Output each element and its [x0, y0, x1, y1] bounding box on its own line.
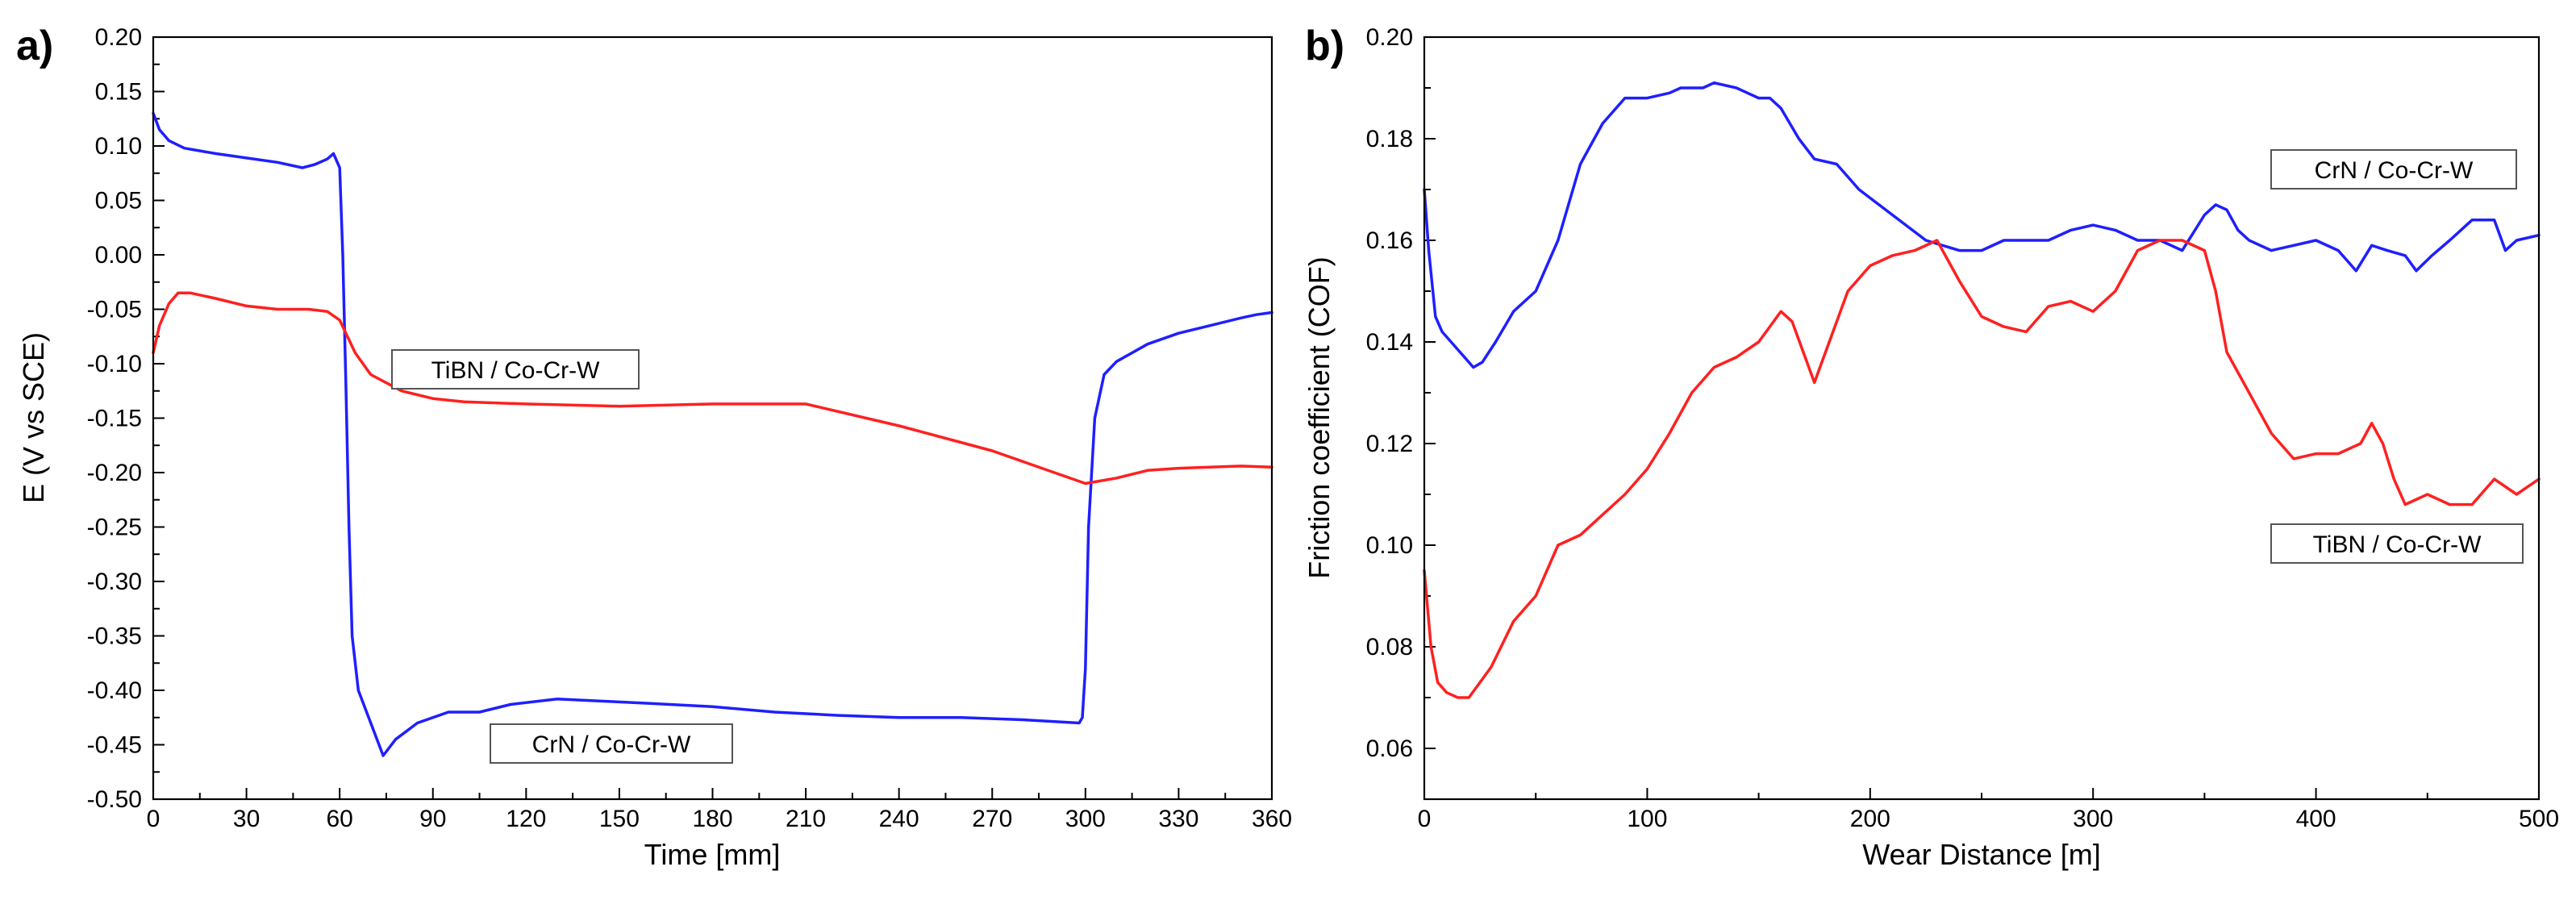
panel-a-annotation-crn: CrN / Co-Cr-W — [490, 723, 733, 764]
panel-a-annotation-tibn: TiBN / Co-Cr-W — [391, 349, 640, 390]
panel-b-y-tick-label: 0.08 — [1366, 634, 1413, 660]
panel-a-y-tick-label: 0.10 — [95, 133, 142, 160]
panel-a-x-tick-label: 150 — [599, 806, 640, 832]
panel-a-y-tick-label: 0.15 — [95, 79, 142, 106]
panel-a-y-tick-label: -0.35 — [87, 623, 142, 650]
panel-b-y-tick-label: 0.06 — [1366, 735, 1413, 762]
panel-a-annotation-tibn-text: TiBN / Co-Cr-W — [431, 357, 601, 384]
panel-a-ticks: 0 30 60 90 120 150 180 210 240 270 300 330 360 -0.50 -… — [87, 24, 1292, 832]
panel-b-series-crn-line — [1423, 81, 2541, 369]
panel-a-y-tick-label: 0.05 — [95, 188, 142, 215]
panel-a-y-tick-label: -0.20 — [87, 460, 142, 486]
panel-a-y-tick-label: -0.40 — [87, 677, 142, 704]
panel-a-y-tick-label: -0.10 — [87, 351, 142, 377]
panel-a-y-tick-label: -0.15 — [87, 406, 142, 432]
panel-a-x-tick-label: 300 — [1065, 806, 1106, 832]
panel-b-y-tick-label: 0.16 — [1366, 227, 1413, 254]
panel-a-annotation-crn-text: CrN / Co-Cr-W — [532, 731, 691, 758]
panel-a-x-tick-label: 0 — [147, 806, 160, 832]
panel-a-x-tick-label: 210 — [786, 806, 826, 832]
panel-a-x-tick-label: 330 — [1158, 806, 1198, 832]
panel-a-annotation-crn-box — [490, 723, 733, 764]
panel-a-plot-area — [152, 111, 1273, 757]
panel-a-x-tick-label: 240 — [879, 806, 919, 832]
panel-b-annotation-crn-box — [2270, 149, 2517, 190]
panel-b-x-tick-label: 0 — [1418, 806, 1432, 832]
panel-a: a) 0 30 60 90 120 150 180 210 240 270 300 330 360 -0.… — [16, 23, 1292, 871]
panel-b-y-tick-label: 0.10 — [1366, 532, 1413, 559]
panel-a-y-axis-label: E (V vs SCE) — [17, 332, 50, 503]
panel-b-annotation-tibn-text: TiBN / Co-Cr-W — [2313, 531, 2482, 558]
panel-a-x-axis-label: Time [mm] — [644, 838, 781, 871]
panel-b-y-tick-label: 0.18 — [1366, 126, 1413, 152]
panel-b-x-tick-label: 100 — [1627, 806, 1667, 832]
panel-a-y-tick-label: -0.05 — [87, 297, 142, 323]
panel-a-frame — [152, 35, 1273, 801]
panel-a-label: a) — [16, 23, 53, 69]
panel-b-x-tick-label: 300 — [2073, 806, 2113, 832]
panel-a-x-tick-label: 60 — [326, 806, 352, 832]
panel-b-x-tick-label: 500 — [2519, 806, 2559, 832]
panel-a-y-tick-label: -0.50 — [87, 786, 142, 813]
panel-a-x-tick-label: 120 — [506, 806, 546, 832]
panel-b-frame — [1423, 35, 2541, 801]
panel-a-y-tick-label: 0.20 — [95, 24, 142, 51]
panel-a-x-tick-label: 90 — [419, 806, 446, 832]
panel-a-x-tick-label: 270 — [972, 806, 1012, 832]
panel-b-y-axis-label: Friction coefficient (COF) — [1303, 256, 1336, 578]
panel-b-y-tick-label: 0.14 — [1366, 329, 1413, 356]
panel-b-series-tibn-line — [1423, 239, 2541, 699]
panel-a-y-tick-label: -0.45 — [87, 732, 142, 759]
panel-b-annotation-tibn: TiBN / Co-Cr-W — [2270, 523, 2524, 564]
panel-a-x-tick-label: 180 — [692, 806, 732, 832]
panel-b-annotation-crn: CrN / Co-Cr-W — [2270, 149, 2517, 190]
panel-b-x-tick-label: 400 — [2296, 806, 2336, 832]
panel-a-annotation-tibn-box — [391, 349, 640, 390]
panel-a-series-crn-line — [152, 111, 1273, 757]
panel-a-y-tick-label: -0.30 — [87, 569, 142, 595]
panel-a-x-tick-label: 360 — [1252, 806, 1292, 832]
panel-a-y-tick-label: 0.00 — [95, 242, 142, 269]
panel-a-y-tick-label: -0.25 — [87, 515, 142, 541]
panel-b-annotation-tibn-box — [2270, 523, 2524, 564]
panel-b-y-tick-label: 0.12 — [1366, 431, 1413, 457]
panel-b-plot-area — [1423, 81, 2541, 699]
panel-b-ticks: 0 100 200 300 400 500 0.06 0.08 0.10 0.12 0.14 0.16… — [1366, 24, 2559, 832]
panel-b-label: b) — [1305, 23, 1344, 69]
panel-a-series-tibn-line — [152, 291, 1273, 485]
panel-a-x-tick-label: 30 — [233, 806, 260, 832]
panel-b: b) 0 100 200 300 400 5000.060.080.100.120.140… — [1303, 23, 2559, 871]
panel-b-x-axis-label: Wear Distance [m] — [1862, 838, 2100, 871]
panel-b-annotation-crn-text: CrN / Co-Cr-W — [2315, 157, 2474, 184]
panel-b-y-tick-label: 0.20 — [1366, 24, 1413, 51]
panel-b-x-tick-label: 200 — [1850, 806, 1890, 832]
